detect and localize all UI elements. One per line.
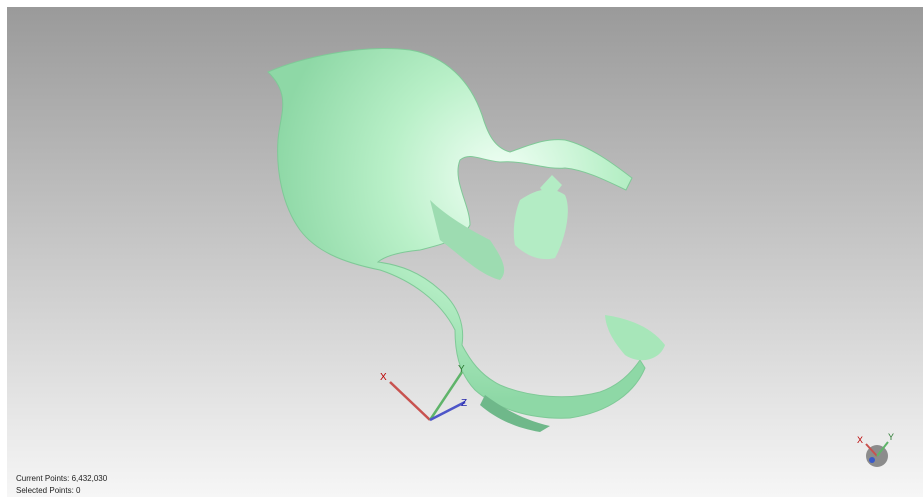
viewer: X Y Z X Y Current Points: 6,432,030 Sele… [0,0,923,497]
gizmo-y-label: Y [888,432,894,442]
y-label: Y [458,364,465,375]
selected-points: Selected Points: 0 [16,486,80,495]
x-label: X [380,372,387,383]
gizmo-z [869,457,875,463]
z-label: Z [461,398,467,409]
gizmo-x-label: X [857,435,863,445]
current-points: Current Points: 6,432,030 [16,474,107,483]
viewport: X Y Z X Y [0,0,923,497]
